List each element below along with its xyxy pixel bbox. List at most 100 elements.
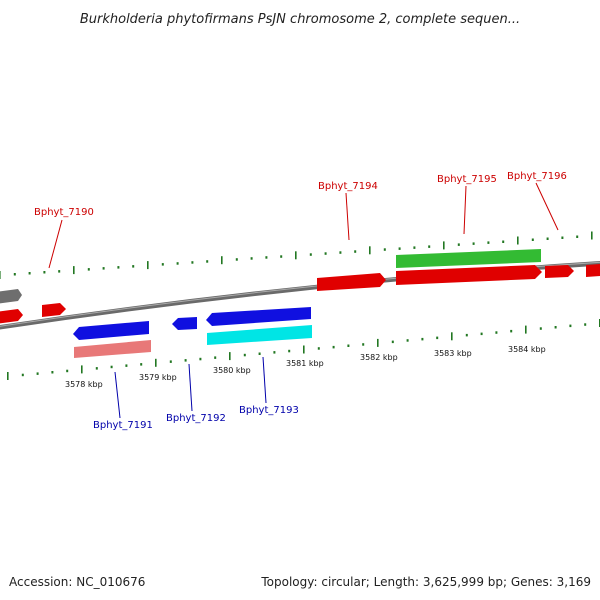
tick-major bbox=[591, 231, 593, 240]
gene-label-bphyt-7195[interactable]: Bphyt_7195 bbox=[437, 174, 497, 185]
tick-minor bbox=[250, 257, 253, 260]
gene-arrow[interactable] bbox=[0, 309, 23, 324]
tick-major bbox=[377, 338, 379, 347]
position-labels: 3578 kbp 3579 kbp 3580 kbp 3581 kbp 3582… bbox=[65, 345, 546, 389]
tick-minor bbox=[324, 252, 327, 255]
gene-track-forward bbox=[0, 249, 600, 324]
gene-label-leader bbox=[48, 219, 63, 269]
tick-minor bbox=[258, 352, 261, 355]
gene-arrow-pink[interactable] bbox=[74, 340, 151, 358]
tick-minor bbox=[428, 245, 431, 248]
tick-minor bbox=[510, 329, 513, 333]
gene-label-bphyt-7191[interactable]: Bphyt_7191 bbox=[93, 420, 153, 431]
gene-arrow-bphyt-7192[interactable] bbox=[172, 317, 197, 330]
tick-minor bbox=[332, 345, 335, 349]
tick-minor bbox=[406, 339, 409, 342]
gene-arrow-bphyt-7193[interactable] bbox=[206, 307, 311, 326]
tick-minor bbox=[309, 253, 312, 256]
tick-minor bbox=[280, 255, 283, 258]
gene-label-bphyt-7192[interactable]: Bphyt_7192 bbox=[166, 413, 226, 424]
tick-minor bbox=[214, 356, 217, 359]
tick-minor bbox=[273, 351, 276, 354]
tick-minor bbox=[569, 324, 572, 328]
tick-major bbox=[369, 246, 371, 255]
tick-minor bbox=[102, 267, 105, 270]
tick-minor bbox=[354, 250, 357, 253]
tick-minor bbox=[495, 331, 498, 334]
tick-major bbox=[443, 241, 445, 250]
accession-text: Accession: NC_010676 bbox=[9, 575, 146, 589]
gene-arrow-bphyt-7195[interactable] bbox=[396, 265, 542, 285]
tick-major bbox=[303, 345, 305, 354]
tick-major bbox=[7, 372, 9, 380]
tick-minor bbox=[21, 373, 24, 377]
tick-minor bbox=[362, 343, 365, 346]
tick-minor bbox=[117, 266, 120, 269]
tick-minor bbox=[140, 363, 143, 366]
kbp-label: 3584 kbp bbox=[508, 345, 546, 354]
tick-row-top bbox=[0, 231, 593, 279]
gene-track-reverse bbox=[73, 307, 312, 358]
gene-arrow-green[interactable] bbox=[396, 249, 541, 268]
tick-minor bbox=[546, 237, 549, 240]
tick-minor bbox=[317, 347, 320, 350]
tick-minor bbox=[110, 365, 113, 369]
tick-major bbox=[155, 358, 157, 367]
tick-minor bbox=[43, 271, 46, 274]
tick-minor bbox=[465, 333, 468, 337]
tick-major bbox=[525, 325, 527, 334]
gene-label-bphyt-7190[interactable]: Bphyt_7190 bbox=[34, 207, 94, 218]
kbp-label: 3581 kbp bbox=[286, 359, 324, 368]
tick-minor bbox=[398, 247, 401, 250]
tick-minor bbox=[487, 241, 490, 244]
kbp-label: 3579 kbp bbox=[139, 373, 177, 382]
tick-minor bbox=[457, 243, 460, 246]
tick-major bbox=[229, 352, 231, 361]
tick-minor bbox=[184, 359, 187, 362]
gene-label-bphyt-7193[interactable]: Bphyt_7193 bbox=[239, 405, 299, 416]
tick-minor bbox=[243, 353, 246, 357]
tick-minor bbox=[436, 336, 439, 340]
gene-arrow-bphyt-7194[interactable] bbox=[317, 273, 386, 291]
tick-minor bbox=[480, 332, 483, 336]
tick-minor bbox=[191, 261, 194, 264]
gene-labels-bottom: Bphyt_7191 Bphyt_7192 Bphyt_7193 bbox=[93, 356, 299, 431]
gene-arrow[interactable] bbox=[586, 264, 600, 277]
tick-minor bbox=[421, 337, 424, 341]
tick-minor bbox=[576, 235, 579, 238]
tick-major bbox=[451, 332, 453, 341]
gene-label-bphyt-7194[interactable]: Bphyt_7194 bbox=[318, 181, 378, 192]
tick-minor bbox=[561, 236, 564, 239]
tick-minor bbox=[95, 367, 98, 370]
tick-row-bottom bbox=[7, 319, 600, 380]
kbp-label: 3583 kbp bbox=[434, 349, 472, 358]
tick-minor bbox=[28, 272, 31, 275]
tick-minor bbox=[347, 344, 350, 347]
tick-minor bbox=[58, 270, 61, 273]
gene-label-bphyt-7196[interactable]: Bphyt_7196 bbox=[507, 171, 567, 182]
tick-minor bbox=[584, 323, 587, 326]
tick-minor bbox=[51, 371, 54, 374]
gene-arrow[interactable] bbox=[42, 303, 66, 317]
gene-label-leader bbox=[114, 371, 121, 419]
gene-label-leader bbox=[345, 192, 350, 241]
kbp-label: 3580 kbp bbox=[213, 366, 251, 375]
tick-minor bbox=[87, 268, 90, 271]
tick-major bbox=[221, 256, 223, 265]
gene-label-leader bbox=[463, 185, 467, 235]
tick-minor bbox=[235, 258, 238, 261]
gene-arrow-cyan[interactable] bbox=[207, 325, 312, 345]
tick-minor bbox=[472, 242, 475, 245]
tick-minor bbox=[199, 357, 202, 361]
tick-minor bbox=[169, 360, 172, 363]
tick-minor bbox=[391, 340, 394, 344]
tick-minor bbox=[176, 262, 179, 265]
kbp-label: 3578 kbp bbox=[65, 380, 103, 389]
gene-arrow[interactable] bbox=[0, 289, 22, 304]
tick-minor bbox=[66, 369, 69, 373]
tick-minor bbox=[502, 240, 505, 243]
tick-minor bbox=[531, 238, 534, 241]
gene-arrow-bphyt-7191[interactable] bbox=[73, 321, 149, 340]
gene-arrow-bphyt-7196[interactable] bbox=[545, 265, 574, 278]
